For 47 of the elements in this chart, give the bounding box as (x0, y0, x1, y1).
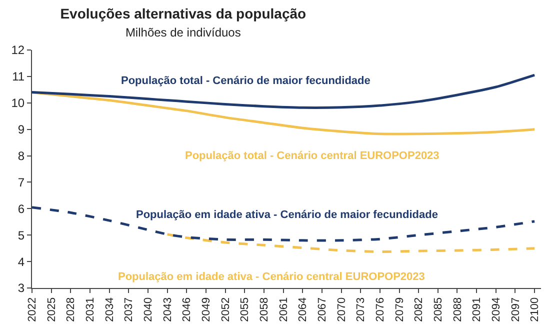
line-series (32, 91, 536, 136)
y-tick-label: 9 (18, 122, 25, 137)
x-tick-label: 2064 (297, 297, 310, 322)
x-tick-label: 2040 (142, 297, 155, 322)
line-series (166, 233, 536, 254)
x-tick-label: 2097 (510, 297, 522, 322)
x-tick-label: 2094 (490, 297, 502, 322)
x-tick-label: 2037 (123, 297, 136, 322)
chart-subtitle: Milhões de indivíduos (125, 25, 241, 40)
x-tick-label: 2100 (529, 297, 542, 322)
y-tick-label: 10 (11, 96, 25, 110)
x-tick-label: 2079 (394, 297, 406, 322)
x-tick-label: 2049 (200, 297, 213, 322)
x-tick-label: 2070 (336, 297, 348, 322)
x-tick-label: 2028 (65, 297, 78, 322)
series-label: População em idade ativa - Cenário central EUROPOP2023 (118, 271, 425, 283)
line-series (32, 206, 536, 242)
y-tick-label: 4 (18, 254, 25, 269)
x-tick-label: 2055 (239, 297, 252, 322)
series-label: População total - Cenário central EUROPOP2023 (185, 150, 440, 162)
y-tick-label: 7 (18, 175, 25, 190)
x-tick-label: 2046 (181, 297, 194, 322)
series-label: População total - Cenário de maior fecundidade (121, 75, 370, 87)
x-tick-label: 2022 (26, 297, 39, 322)
x-tick-label: 2061 (278, 297, 290, 322)
x-tick-label: 2073 (355, 297, 368, 322)
series-label: População em idade ativa - Cenário de maior fecundidade (136, 209, 438, 221)
x-tick-label: 2052 (220, 297, 232, 322)
x-tick-label: 2091 (471, 297, 484, 322)
x-tick-label: 2043 (162, 297, 174, 322)
x-tick-label: 2082 (413, 297, 426, 322)
y-tick-label: 3 (18, 281, 25, 296)
y-tick-label: 6 (18, 202, 25, 216)
x-tick-label: 2085 (432, 297, 444, 322)
y-tick-label: 5 (18, 228, 25, 242)
x-tick-label: 2025 (46, 297, 58, 322)
x-tick-label: 2088 (452, 297, 464, 322)
x-tick-label: 2067 (316, 297, 329, 322)
y-tick-label: 8 (18, 148, 25, 163)
x-tick-label: 2076 (374, 297, 386, 322)
y-tick-label: 12 (11, 43, 25, 58)
line-series (32, 74, 536, 109)
x-tick-label: 2058 (258, 297, 271, 322)
y-tick-label: 11 (12, 70, 25, 84)
chart-title: Evoluções alternativas da população (60, 5, 306, 22)
x-tick-label: 2034 (104, 297, 116, 322)
x-tick-label: 2031 (84, 297, 97, 322)
